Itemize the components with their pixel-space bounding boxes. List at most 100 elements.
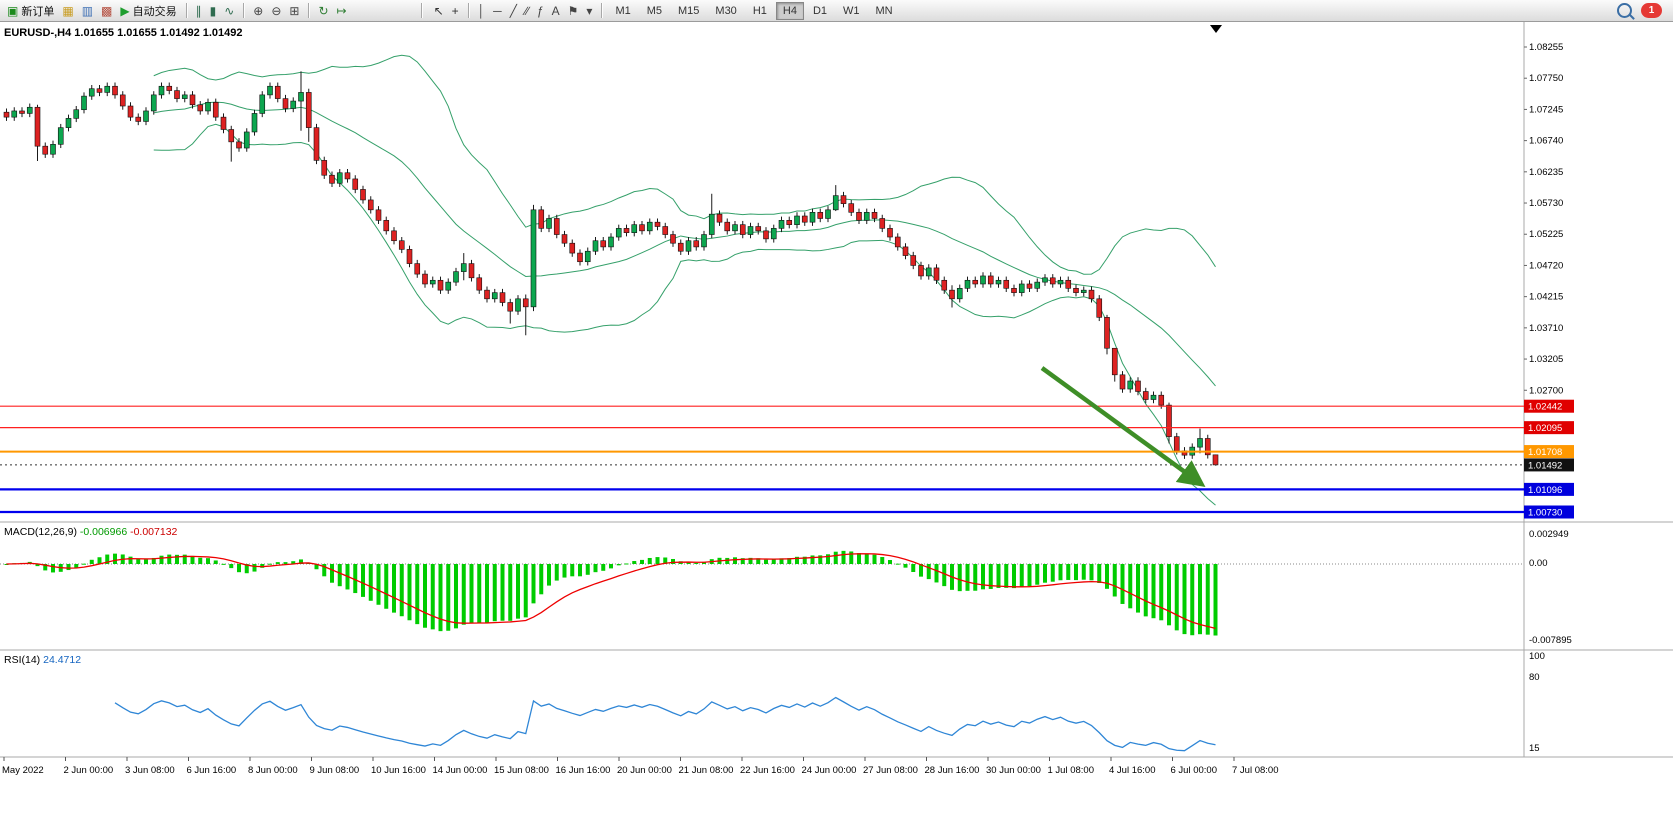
- crosshair-icon: +: [451, 3, 459, 18]
- price-tick-label: 1.07245: [1529, 104, 1563, 115]
- profiles-icon: ▥: [81, 3, 94, 18]
- cursor-icon[interactable]: ↖: [430, 3, 448, 19]
- label-icon[interactable]: ⚑: [564, 3, 583, 19]
- zoom-in-icon: ⊕: [253, 3, 264, 18]
- time-axis-label: 4 Jul 16:00: [1109, 765, 1155, 776]
- zoom-in-icon[interactable]: ⊕: [249, 3, 267, 19]
- search-icon[interactable]: [1617, 3, 1632, 18]
- macd-signal-value: -0.007132: [130, 526, 178, 538]
- chart-shift-marker[interactable]: [1210, 25, 1222, 33]
- price-tick-label: 1.05730: [1529, 198, 1563, 209]
- main-toolbar: ▣ 新订单 ▦ ▥ ▩ ▶ 自动交易 ∥ ▮ ∿ ⊕ ⊖ ⊞ ↻ ↦ ↖ + │ ─ ╱ ∕∕ ƒ A ⚑ ▾ M1 M5 M15 M…: [0, 0, 1673, 22]
- chart-canvas[interactable]: 1.08255 1.07750 1.07245 1.06740 1.06235 1.057…: [0, 22, 1673, 834]
- toolbar-separator: [601, 3, 603, 18]
- timeframe-m1[interactable]: M1: [615, 4, 631, 17]
- price-tag-label: 1.02095: [1528, 423, 1562, 434]
- timeframe-w1[interactable]: W1: [843, 4, 860, 17]
- new-order-button[interactable]: ▣ 新订单: [3, 1, 58, 21]
- notification-badge[interactable]: 1: [1641, 3, 1662, 18]
- horizontal-line-icon[interactable]: ─: [489, 3, 506, 19]
- trend-arrow[interactable]: [1040, 366, 1206, 487]
- price-tick-label: 1.02700: [1529, 385, 1563, 396]
- macd-axis-min: -0.007895: [1529, 635, 1572, 646]
- rsi-value: 24.4712: [43, 654, 82, 666]
- bar-chart-icon: ∥: [195, 3, 202, 18]
- price-tick-label: 1.08255: [1529, 42, 1563, 53]
- timeframe-d1[interactable]: D1: [812, 4, 827, 17]
- candlestick-chart-icon[interactable]: ▮: [206, 3, 221, 19]
- text-icon[interactable]: A: [548, 3, 564, 19]
- time-axis-label: 21 Jun 08:00: [679, 765, 734, 776]
- macd-axis-zero: 0.00: [1529, 558, 1548, 569]
- price-tag-1.02095: [1524, 421, 1574, 435]
- time-axis-label: 28 Jun 16:00: [925, 765, 980, 776]
- equidistant-channel-icon[interactable]: ∕∕: [521, 3, 533, 19]
- crosshair-icon[interactable]: +: [448, 3, 463, 19]
- fibonacci-icon[interactable]: ƒ: [533, 3, 548, 19]
- chart-window: 1.08255 1.07750 1.07245 1.06740 1.06235 1.057…: [0, 22, 1673, 834]
- macd-main-value: -0.006966: [79, 526, 128, 538]
- time-axis-label: 20 Jun 00:00: [617, 765, 672, 776]
- time-axis-label: 3 Jun 08:00: [125, 765, 175, 776]
- new-chart-icon: ▦: [62, 3, 74, 18]
- label-icon: ⚑: [567, 3, 579, 18]
- text-icon: A: [551, 3, 560, 18]
- chart-shift-icon: ↦: [336, 3, 347, 18]
- rsi-axis-100: 100: [1529, 651, 1545, 662]
- fibonacci-icon: ƒ: [536, 3, 544, 18]
- price-tick-label: 1.03205: [1529, 354, 1563, 365]
- macd-name: MACD(12,26,9): [4, 526, 77, 538]
- tile-windows-icon[interactable]: ⊞: [285, 3, 303, 19]
- price-tick-label: 1.04215: [1529, 292, 1563, 303]
- timeframe-bar: M1 M5 M15 M30 H1 H4 D1 W1 MN: [607, 1, 900, 20]
- price-tag-label: 1.01096: [1528, 485, 1562, 496]
- horizontal-line-icon: ─: [493, 3, 502, 18]
- timeframe-h1[interactable]: H1: [752, 4, 767, 17]
- time-axis-label: 1 Jul 08:00: [1048, 765, 1094, 776]
- line-chart-icon: ∿: [224, 3, 235, 18]
- macd-histogram: [4, 550, 1218, 636]
- new-chart-icon[interactable]: ▦: [58, 3, 77, 19]
- shapes-dropdown-icon[interactable]: ▾: [582, 3, 596, 19]
- equidistant-channel-icon: ∕∕: [524, 3, 529, 18]
- time-axis-label: 14 Jun 00:00: [433, 765, 488, 776]
- price-tag-label: 1.01708: [1528, 447, 1562, 458]
- trendline-icon[interactable]: ╱: [506, 3, 521, 19]
- price-tick-label: 1.05225: [1529, 229, 1563, 240]
- timeframe-h4[interactable]: H4: [775, 1, 804, 20]
- zoom-out-icon[interactable]: ⊖: [267, 3, 285, 19]
- autotrade-label: 自动交易: [132, 5, 177, 18]
- auto-scroll-icon[interactable]: ↻: [314, 3, 332, 19]
- vertical-line-icon[interactable]: │: [474, 3, 490, 19]
- timeframe-m5[interactable]: M5: [646, 4, 662, 17]
- rsi-axis-80: 80: [1529, 672, 1540, 683]
- chart-title: EURUSD-,H4 1.01655 1.01655 1.01492 1.014…: [4, 27, 243, 39]
- toolbar-separator: [185, 3, 187, 18]
- new-order-label: 新订单: [21, 5, 55, 18]
- time-axis-label: 15 Jun 08:00: [494, 765, 549, 776]
- price-tag-1.01492: [1524, 458, 1574, 472]
- profiles-icon[interactable]: ▥: [78, 3, 97, 19]
- line-chart-icon[interactable]: ∿: [220, 3, 238, 19]
- time-axis-label: 7 Jul 08:00: [1232, 765, 1278, 776]
- trendline-icon: ╱: [509, 3, 517, 18]
- timeframe-m15[interactable]: M15: [678, 4, 700, 17]
- price-tick-label: 1.03710: [1529, 323, 1563, 334]
- timeframe-mn[interactable]: MN: [875, 4, 893, 17]
- timeframe-m30[interactable]: M30: [715, 4, 737, 17]
- bar-chart-icon[interactable]: ∥: [192, 3, 206, 19]
- chart-shift-icon[interactable]: ↦: [333, 3, 351, 19]
- price-tick-label: 1.07750: [1529, 73, 1563, 84]
- time-axis-label: 22 Jun 16:00: [740, 765, 795, 776]
- time-axis-label: 10 Jun 16:00: [371, 765, 426, 776]
- time-axis-label: 9 Jun 08:00: [310, 765, 360, 776]
- rsi-line: [114, 696, 1216, 752]
- toolbar-separator: [420, 3, 422, 18]
- autotrade-button[interactable]: ▶ 自动交易: [116, 1, 180, 21]
- market-watch-icon[interactable]: ▩: [97, 3, 116, 19]
- bollinger-upper: [153, 54, 1216, 275]
- market-watch-icon: ▩: [101, 3, 113, 18]
- macd-signal-line: [6, 553, 1216, 629]
- bollinger-lower: [153, 123, 1216, 506]
- price-tag-1.01708: [1524, 445, 1574, 459]
